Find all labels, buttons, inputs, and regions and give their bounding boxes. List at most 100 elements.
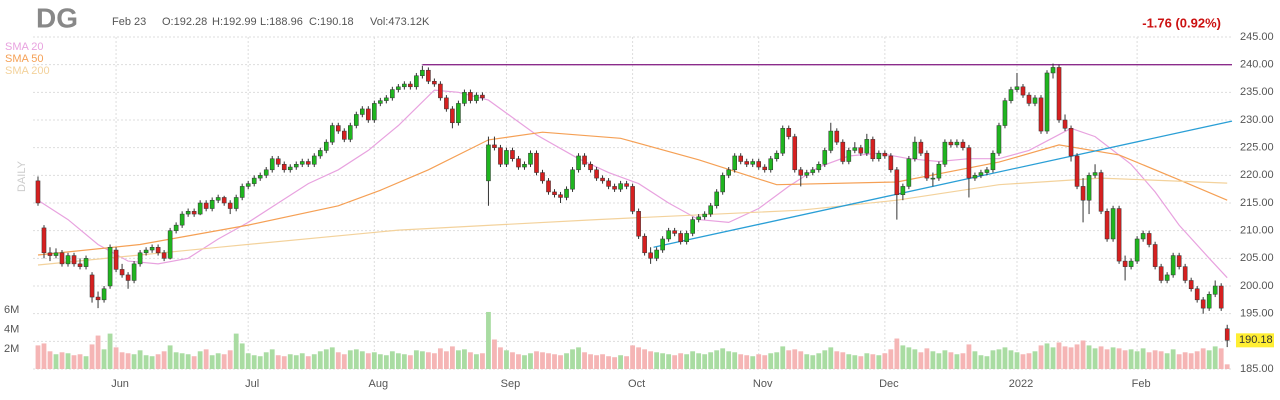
candle-body: [143, 249, 149, 254]
volume-bar: [750, 356, 756, 369]
volume-bar: [425, 352, 431, 369]
candle-body: [305, 161, 311, 165]
volume-bar: [612, 357, 617, 369]
volume-bar: [1206, 350, 1212, 369]
volume-bar: [720, 348, 726, 369]
volume-bar: [864, 353, 870, 369]
volume-bar: [281, 356, 287, 369]
candle-body: [990, 152, 996, 171]
volume-bar: [606, 356, 611, 369]
volume-bar: [107, 333, 113, 369]
trend-line: [653, 120, 1233, 248]
volume-bar: [1116, 348, 1122, 369]
candle-body: [924, 152, 930, 179]
volume-tick-label: 6M: [4, 304, 19, 316]
candle-body: [131, 263, 137, 281]
candle-body: [1116, 208, 1122, 262]
candle-body: [510, 150, 515, 159]
volume-bar: [419, 351, 425, 369]
volume-bar: [335, 352, 341, 369]
volume-bar: [762, 355, 768, 369]
volume-bar: [480, 353, 485, 369]
candle-body: [882, 152, 888, 157]
volume-bar: [588, 354, 593, 369]
candle-body: [1098, 172, 1104, 212]
volume-bar: [936, 353, 942, 369]
candle-body: [185, 211, 191, 215]
volume-bar: [840, 352, 846, 369]
volume-bar: [1080, 340, 1086, 369]
volume-bar: [347, 350, 353, 369]
y-tick-label: 245.00: [1240, 31, 1274, 43]
volume-bar: [1062, 346, 1068, 369]
volume-bar: [215, 353, 221, 369]
candle-body: [299, 161, 305, 165]
volume-bar: [456, 350, 461, 369]
volume-bar: [792, 349, 798, 369]
volume-bar: [804, 354, 810, 369]
interval: DAILY: [16, 160, 28, 192]
candle-body: [858, 147, 864, 154]
candle-body: [516, 158, 521, 168]
volume-bar: [149, 356, 155, 369]
candle-body: [996, 125, 1002, 154]
volume-bar: [654, 352, 660, 369]
candle-body: [906, 158, 912, 187]
volume-bar: [600, 354, 605, 369]
volume-bar: [1122, 350, 1128, 369]
candle-body: [1050, 67, 1056, 74]
volume-bar: [1044, 343, 1050, 369]
volume-tick-label: 2M: [4, 343, 19, 355]
volume-bar: [888, 349, 894, 369]
candle-body: [1074, 155, 1080, 187]
volume-bar: [642, 349, 648, 369]
candle-body: [708, 205, 713, 215]
y-tick-label: 220.00: [1240, 169, 1274, 181]
candle-body: [1200, 299, 1206, 309]
volume-bar: [377, 354, 383, 369]
volume-bar: [239, 343, 245, 369]
candle-body: [582, 155, 587, 165]
candle-body: [137, 252, 143, 265]
volume-bar: [1182, 352, 1188, 369]
volume-bar: [510, 352, 515, 369]
candle-body: [293, 164, 299, 168]
candle-body: [552, 191, 557, 195]
candle-body: [762, 166, 768, 171]
volume-bar: [383, 355, 389, 369]
volume-bar: [311, 354, 317, 369]
volume-bar: [35, 345, 41, 369]
candle-body: [167, 230, 173, 259]
candle-body: [378, 100, 383, 104]
candle-body: [528, 152, 533, 165]
candle-body: [1194, 288, 1200, 301]
volume-bar: [894, 338, 900, 369]
candle-body: [726, 169, 731, 176]
volume-bar: [1092, 348, 1098, 369]
volume-bar: [1050, 347, 1056, 369]
volume-bar: [353, 349, 359, 369]
volume-bar: [125, 353, 131, 369]
volume-bar: [462, 349, 467, 369]
open: O:192.28: [162, 16, 207, 28]
volume-bar: [443, 351, 449, 369]
volume-bar: [185, 354, 191, 369]
volume-bar: [450, 346, 455, 369]
candle-body: [798, 169, 804, 176]
volume-bar: [732, 352, 738, 369]
candle-body: [594, 169, 599, 179]
candle-body: [660, 238, 665, 251]
volume-bar: [978, 355, 984, 369]
volume-bar: [209, 355, 215, 369]
volume-bar: [161, 351, 167, 369]
volume-bar: [1146, 352, 1152, 369]
candle-body: [894, 169, 900, 195]
candle-body: [366, 108, 371, 121]
volume-bar: [401, 354, 407, 369]
volume-bar: [173, 352, 179, 369]
volume-bar: [1068, 347, 1074, 369]
volume-bar: [65, 353, 71, 369]
volume-bar: [912, 349, 918, 369]
volume-bar: [1020, 354, 1026, 369]
